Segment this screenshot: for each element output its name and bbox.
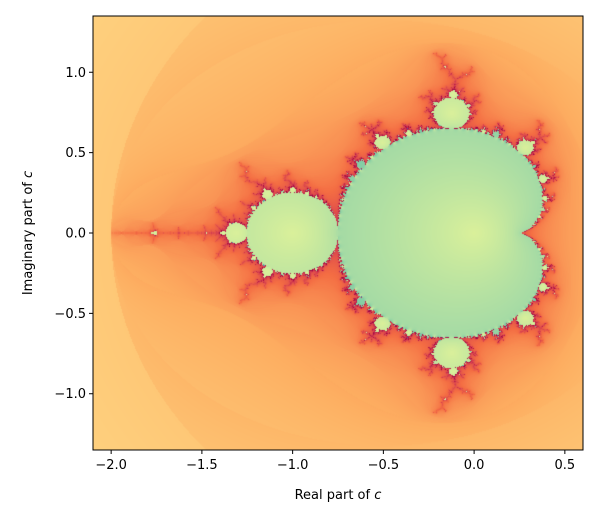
x-tick-label: −1.0 <box>277 458 309 473</box>
y-tick-label: −0.5 <box>54 307 86 322</box>
x-tick-label: 0.0 <box>464 458 485 473</box>
y-tick-label: 1.0 <box>65 66 86 81</box>
x-tick-label: −2.0 <box>95 458 127 473</box>
x-tick-label: −0.5 <box>368 458 400 473</box>
x-tick-label: −1.5 <box>186 458 218 473</box>
y-axis-ticks: −1.0 −0.5 0.0 0.5 1.0 <box>54 66 93 402</box>
y-tick-label: −1.0 <box>54 387 86 402</box>
y-axis-label: Imaginary part of c <box>21 171 36 295</box>
y-tick-label: 0.5 <box>65 146 86 161</box>
x-axis-label: Real part of c <box>295 488 382 503</box>
x-axis-ticks: −2.0 −1.5 −1.0 −0.5 0.0 0.5 <box>95 450 575 473</box>
x-tick-label: 0.5 <box>555 458 576 473</box>
y-tick-label: 0.0 <box>65 227 86 242</box>
mandelbrot-heatmap <box>93 16 583 450</box>
